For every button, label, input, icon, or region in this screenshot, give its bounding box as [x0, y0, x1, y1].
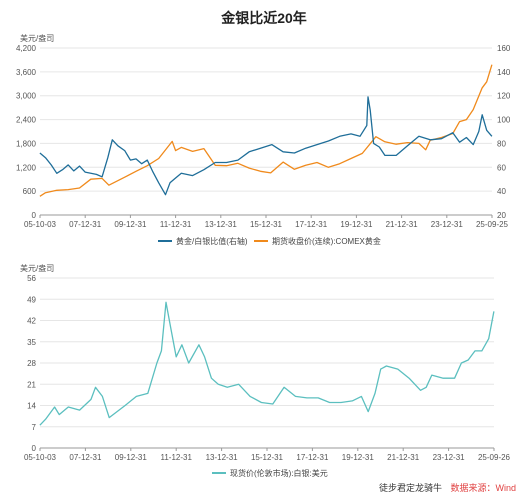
gold-silver-ratio-chart: 美元/盎司 0 600 1,200 1,800 2,400 3,000 3,600 4,200…	[16, 33, 511, 246]
author-text: 徒步君定龙骑牛	[378, 483, 442, 493]
y-right-tick-label: 160	[497, 44, 511, 53]
x-tick-label: 05-10-03	[24, 453, 57, 462]
x-tick-label: 23-12-31	[433, 453, 466, 462]
bottom-y-axis-ticks: 0 7 14 21 28 35 42 49 56	[27, 274, 36, 453]
y-left-tick-label: 4,200	[16, 44, 37, 53]
y-tick-label: 0	[32, 444, 37, 453]
silver-spot-price-line	[39, 301, 495, 426]
y-left-tick-label: 1,200	[16, 163, 37, 172]
x-tick-label: 15-12-31	[250, 220, 283, 229]
x-tick-label: 07-12-31	[69, 453, 102, 462]
top-right-axis-ticks: 20 40 60 80 100 120 140 160	[497, 44, 511, 220]
x-tick-label: 19-12-31	[340, 220, 373, 229]
y-tick-label: 35	[27, 338, 36, 347]
x-tick-label: 25-09-26	[478, 453, 511, 462]
y-right-tick-label: 80	[497, 139, 506, 148]
y-left-tick-label: 3,600	[16, 68, 37, 77]
top-x-axis-ticks: 05-10-03 07-12-31 09-12-31 11-12-31 13-12-31…	[24, 215, 509, 229]
y-right-tick-label: 60	[497, 163, 506, 172]
y-left-tick-label: 3,000	[16, 92, 37, 101]
y-left-tick-label: 2,400	[16, 116, 37, 125]
comex-gold-price-line	[39, 64, 493, 197]
left-axis-unit: 美元/盎司	[20, 33, 54, 43]
bottom-legend[interactable]: 现货价(伦敦市场):白银:美元	[212, 468, 328, 478]
y-tick-label: 28	[27, 359, 36, 368]
legend-label[interactable]: 期货收盘价(连续):COMEX黄金	[272, 236, 381, 246]
x-tick-label: 17-12-31	[296, 453, 329, 462]
top-legend[interactable]: 黄金/白银比值(右轴) 期货收盘价(连续):COMEX黄金	[158, 236, 381, 246]
x-tick-label: 15-12-31	[251, 453, 284, 462]
x-tick-label: 25-09-25	[476, 220, 509, 229]
x-tick-label: 07-12-31	[69, 220, 102, 229]
y-left-tick-label: 1,800	[16, 139, 37, 148]
y-tick-label: 14	[27, 402, 36, 411]
bottom-grid	[40, 277, 494, 449]
top-series-lines	[39, 64, 493, 197]
top-grid	[40, 47, 492, 216]
y-tick-label: 49	[27, 295, 36, 304]
bottom-x-axis-ticks: 05-10-03 07-12-31 09-12-31 11-12-31 13-12-31…	[24, 448, 511, 462]
x-tick-label: 21-12-31	[386, 220, 419, 229]
x-tick-label: 11-12-31	[160, 453, 192, 462]
y-right-tick-label: 40	[497, 187, 506, 196]
y-right-tick-label: 120	[497, 92, 511, 101]
y-left-tick-label: 600	[23, 187, 37, 196]
bottom-series-lines	[39, 301, 495, 426]
y-left-tick-label: 0	[32, 211, 37, 220]
x-tick-label: 13-12-31	[206, 453, 239, 462]
page-title: 金银比近20年	[221, 10, 307, 26]
x-tick-label: 09-12-31	[114, 220, 147, 229]
y-tick-label: 21	[27, 380, 36, 389]
legend-label[interactable]: 黄金/白银比值(右轴)	[176, 236, 248, 246]
top-left-axis-ticks: 0 600 1,200 1,800 2,400 3,000 3,600 4,200	[16, 44, 37, 220]
x-tick-label: 17-12-31	[295, 220, 328, 229]
silver-axis-unit: 美元/盎司	[20, 263, 54, 273]
x-tick-label: 13-12-31	[205, 220, 238, 229]
source-text: 数据来源：Wind	[450, 483, 516, 493]
x-tick-label: 05-10-03	[24, 220, 57, 229]
x-tick-label: 09-12-31	[115, 453, 148, 462]
y-tick-label: 56	[27, 274, 36, 283]
x-tick-label: 11-12-31	[160, 220, 192, 229]
y-right-tick-label: 100	[497, 116, 511, 125]
y-right-tick-label: 140	[497, 68, 511, 77]
x-tick-label: 23-12-31	[431, 220, 464, 229]
x-tick-label: 19-12-31	[342, 453, 375, 462]
y-right-tick-label: 20	[497, 211, 506, 220]
legend-label[interactable]: 现货价(伦敦市场):白银:美元	[230, 468, 328, 478]
gold-silver-ratio-line	[39, 96, 493, 196]
y-tick-label: 42	[27, 317, 36, 326]
footer: 徒步君定龙骑牛 数据来源：Wind	[379, 481, 516, 494]
y-tick-label: 7	[32, 423, 37, 432]
x-tick-label: 21-12-31	[387, 453, 420, 462]
